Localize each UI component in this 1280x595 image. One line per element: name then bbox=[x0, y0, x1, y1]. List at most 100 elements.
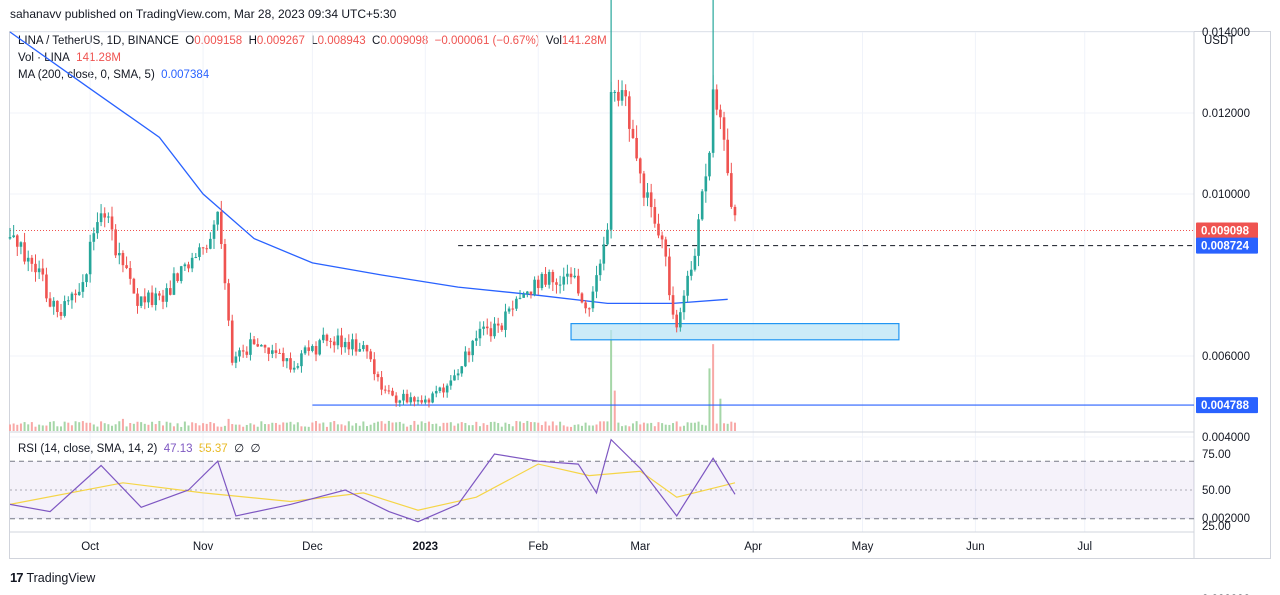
volume-bar bbox=[723, 423, 726, 431]
volume-bar bbox=[413, 420, 416, 431]
candle bbox=[190, 252, 194, 273]
volume-bar bbox=[125, 426, 128, 431]
candle bbox=[475, 330, 478, 346]
candle bbox=[63, 295, 66, 318]
candle bbox=[48, 292, 52, 308]
volume-bar bbox=[180, 426, 183, 431]
candle bbox=[289, 352, 292, 373]
candle bbox=[391, 387, 394, 397]
rsi-value: 47.13 bbox=[163, 443, 193, 455]
volume-bar bbox=[56, 426, 59, 431]
volume-bar bbox=[70, 425, 73, 431]
volume-bar bbox=[478, 426, 481, 431]
candle bbox=[387, 384, 391, 395]
candle bbox=[15, 234, 19, 256]
volume-bar bbox=[635, 421, 638, 431]
volume-bar bbox=[427, 421, 430, 431]
candle bbox=[551, 269, 555, 292]
volume-bar bbox=[577, 424, 580, 431]
volume-bar bbox=[504, 422, 507, 431]
candle bbox=[584, 300, 587, 314]
candle bbox=[533, 276, 536, 297]
volume-bar bbox=[23, 422, 26, 431]
candle bbox=[631, 119, 635, 139]
candle bbox=[30, 254, 34, 272]
volume-bar bbox=[311, 422, 314, 431]
volume-bar bbox=[610, 330, 613, 431]
candle bbox=[176, 272, 179, 283]
candle bbox=[536, 275, 540, 295]
candle bbox=[19, 241, 23, 255]
price-badge-label: 0.009098 bbox=[1201, 226, 1250, 238]
volume-bar bbox=[613, 390, 616, 431]
candle bbox=[485, 318, 489, 335]
candle bbox=[682, 290, 686, 320]
volume-bar bbox=[533, 422, 536, 431]
volume-bar bbox=[559, 421, 562, 431]
candle bbox=[227, 278, 230, 327]
volume-bar bbox=[336, 424, 339, 431]
volume-bar bbox=[355, 423, 358, 431]
price-tick-label: 0.002000 bbox=[1202, 513, 1250, 525]
candle bbox=[730, 162, 733, 209]
candle bbox=[679, 307, 682, 332]
candle bbox=[460, 365, 464, 377]
candle bbox=[300, 350, 303, 373]
volume-bar bbox=[431, 424, 434, 431]
candle bbox=[147, 290, 150, 308]
volume-bar bbox=[143, 423, 146, 431]
volume-bar bbox=[508, 423, 511, 431]
volume-bar bbox=[220, 426, 223, 431]
candle bbox=[154, 287, 158, 311]
candle bbox=[307, 340, 311, 356]
volume-bar bbox=[668, 424, 671, 431]
candle bbox=[471, 339, 474, 362]
demand-zone[interactable] bbox=[570, 323, 900, 341]
candle bbox=[573, 267, 576, 279]
volume-bar bbox=[107, 424, 110, 431]
volume-bar bbox=[548, 425, 551, 431]
candle bbox=[478, 321, 482, 347]
candle bbox=[161, 289, 165, 310]
x-axis-label: Mar bbox=[630, 541, 650, 553]
volume-bar bbox=[154, 424, 157, 431]
candle bbox=[431, 391, 434, 404]
candle bbox=[212, 220, 216, 249]
ma-legend: MA (200, close, 0, SMA, 5) 0.007384 bbox=[18, 69, 209, 81]
rsi-indicator-label[interactable]: RSI (14, close, SMA, 14, 2) bbox=[18, 443, 158, 455]
volume-indicator-label[interactable]: Vol · LINA bbox=[18, 52, 70, 64]
volume-bar bbox=[358, 425, 361, 431]
volume-bar bbox=[395, 422, 398, 431]
x-axis-label: Feb bbox=[528, 541, 548, 553]
volume-bar bbox=[529, 422, 532, 431]
candle bbox=[12, 224, 15, 239]
volume-bar bbox=[12, 423, 15, 431]
symbol-name[interactable]: LINA / TetherUS, 1D, BINANCE bbox=[18, 35, 179, 47]
volume-bar bbox=[446, 422, 449, 431]
candle bbox=[700, 189, 704, 221]
close-value: 0.009098 bbox=[380, 35, 429, 47]
volume-bar bbox=[420, 421, 423, 431]
candle bbox=[416, 396, 420, 406]
volume-bar bbox=[482, 423, 485, 431]
volume-bar bbox=[653, 426, 656, 431]
candle bbox=[671, 286, 675, 320]
high-label: H bbox=[248, 35, 257, 47]
candle bbox=[132, 277, 136, 294]
candle bbox=[675, 309, 678, 333]
candle bbox=[547, 269, 551, 289]
volume-bar bbox=[639, 424, 642, 431]
candle bbox=[365, 344, 369, 359]
volume-bar bbox=[551, 421, 554, 431]
ma-indicator-label[interactable]: MA (200, close, 0, SMA, 5) bbox=[18, 69, 155, 81]
candle bbox=[351, 333, 354, 356]
tradingview-footer[interactable]: 17 TradingView bbox=[10, 570, 95, 585]
volume-bar bbox=[223, 425, 226, 431]
candle bbox=[322, 327, 325, 344]
volume-bar bbox=[402, 423, 405, 431]
price-tick-label: 0.004000 bbox=[1202, 432, 1250, 444]
volume-bar bbox=[132, 423, 135, 431]
candle bbox=[660, 231, 664, 249]
candle bbox=[66, 296, 70, 306]
